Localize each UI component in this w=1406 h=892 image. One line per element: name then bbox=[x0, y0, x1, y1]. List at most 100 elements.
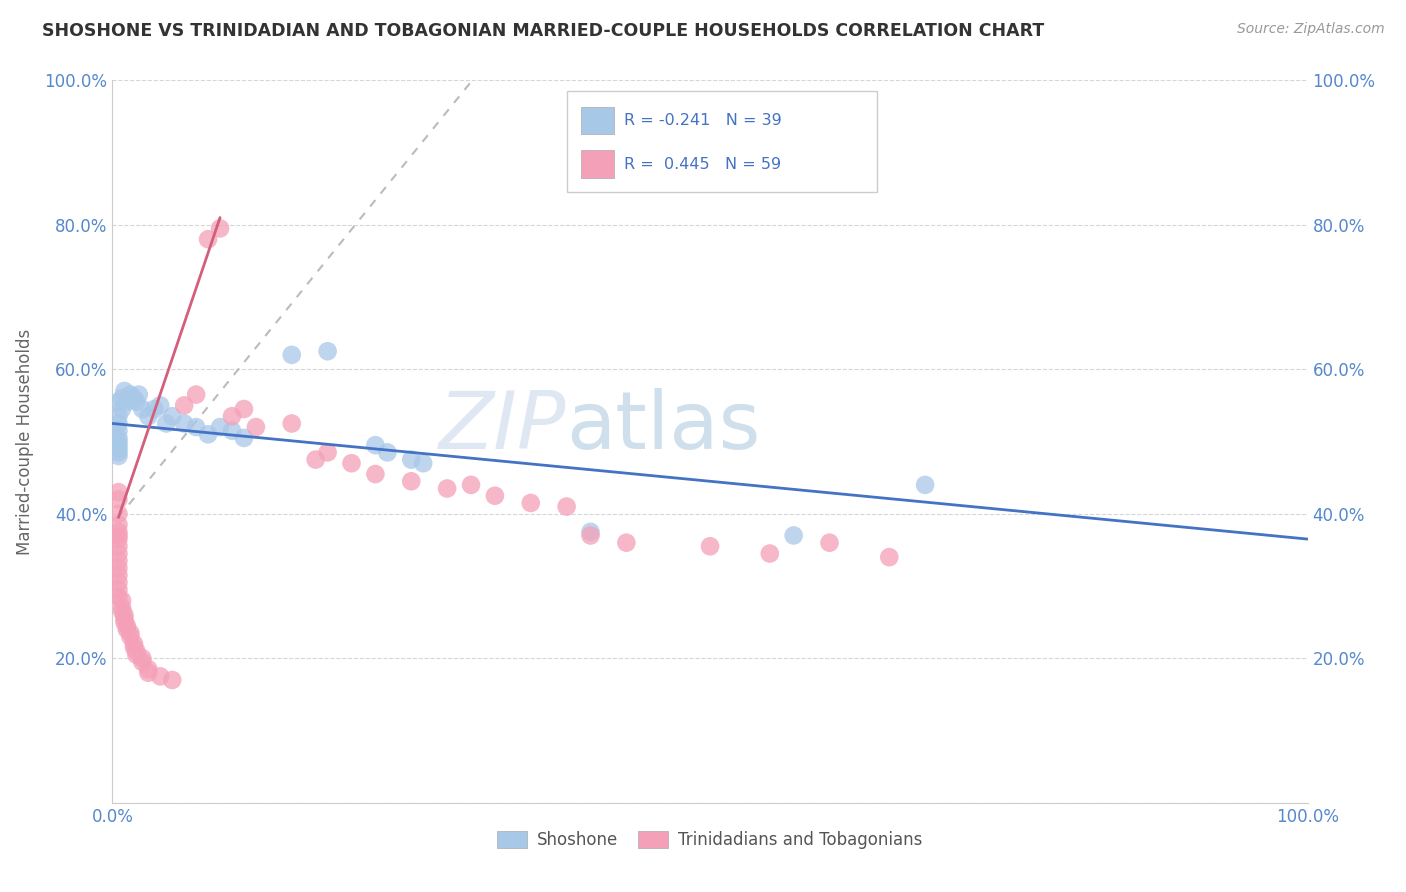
Point bbox=[155, 417, 177, 431]
Point bbox=[111, 600, 134, 615]
Text: Source: ZipAtlas.com: Source: ZipAtlas.com bbox=[1237, 22, 1385, 37]
Point bbox=[281, 348, 304, 362]
Point bbox=[197, 427, 219, 442]
Point bbox=[520, 496, 543, 510]
Point bbox=[120, 387, 142, 401]
FancyBboxPatch shape bbox=[567, 91, 877, 193]
Point bbox=[162, 673, 183, 687]
Point bbox=[114, 615, 135, 630]
Point bbox=[209, 420, 232, 434]
Point bbox=[107, 438, 129, 452]
Point bbox=[305, 452, 328, 467]
Point bbox=[111, 593, 134, 607]
Point bbox=[436, 482, 458, 496]
Point bbox=[131, 402, 153, 417]
Point bbox=[616, 535, 638, 549]
Point bbox=[107, 417, 129, 431]
Point bbox=[221, 424, 243, 438]
Point bbox=[107, 524, 129, 539]
Point bbox=[111, 604, 134, 618]
Point bbox=[143, 402, 166, 417]
Point bbox=[107, 547, 129, 561]
Point bbox=[128, 387, 150, 401]
Point bbox=[107, 492, 129, 507]
Point bbox=[122, 640, 145, 655]
Point bbox=[412, 456, 434, 470]
Text: ZIP: ZIP bbox=[439, 388, 567, 467]
Point bbox=[107, 532, 129, 546]
Point bbox=[173, 417, 195, 431]
Point bbox=[699, 539, 721, 553]
Text: R = -0.241   N = 39: R = -0.241 N = 39 bbox=[624, 113, 782, 128]
Point bbox=[107, 561, 129, 575]
Text: SHOSHONE VS TRINIDADIAN AND TOBAGONIAN MARRIED-COUPLE HOUSEHOLDS CORRELATION CHA: SHOSHONE VS TRINIDADIAN AND TOBAGONIAN M… bbox=[42, 22, 1045, 40]
Point bbox=[107, 442, 129, 456]
Point bbox=[114, 611, 135, 625]
Point bbox=[131, 655, 153, 669]
Point bbox=[364, 467, 387, 481]
Point bbox=[579, 528, 602, 542]
Point bbox=[245, 420, 267, 434]
Point bbox=[782, 528, 804, 542]
Legend: Shoshone, Trinidadians and Tobagonians: Shoshone, Trinidadians and Tobagonians bbox=[491, 824, 929, 856]
Point bbox=[107, 582, 129, 597]
Point bbox=[186, 387, 208, 401]
Point bbox=[149, 398, 172, 412]
Point bbox=[107, 445, 129, 459]
Point bbox=[120, 630, 142, 644]
Point bbox=[115, 619, 138, 633]
Point bbox=[107, 539, 129, 553]
Point bbox=[107, 409, 129, 424]
Point bbox=[460, 478, 482, 492]
Point bbox=[879, 550, 901, 565]
Point bbox=[107, 485, 129, 500]
Point bbox=[122, 391, 145, 405]
Point bbox=[107, 449, 129, 463]
Point bbox=[186, 420, 208, 434]
Text: atlas: atlas bbox=[567, 388, 761, 467]
Point bbox=[138, 662, 160, 676]
Point bbox=[316, 344, 339, 359]
FancyBboxPatch shape bbox=[581, 151, 614, 178]
Point bbox=[131, 651, 153, 665]
Point bbox=[197, 232, 219, 246]
Point bbox=[221, 409, 243, 424]
Point bbox=[377, 445, 399, 459]
Point bbox=[138, 665, 160, 680]
Point bbox=[759, 547, 782, 561]
Point bbox=[340, 456, 363, 470]
Point bbox=[115, 394, 138, 409]
Y-axis label: Married-couple Households: Married-couple Households bbox=[15, 328, 34, 555]
Point bbox=[149, 669, 172, 683]
Point bbox=[107, 431, 129, 445]
Point bbox=[484, 489, 506, 503]
Point bbox=[281, 417, 304, 431]
Point bbox=[125, 644, 148, 658]
Point bbox=[107, 434, 129, 449]
Point bbox=[107, 517, 129, 532]
Point bbox=[125, 394, 148, 409]
Point bbox=[579, 524, 602, 539]
FancyBboxPatch shape bbox=[581, 107, 614, 135]
Point bbox=[107, 394, 129, 409]
Point bbox=[107, 568, 129, 582]
Point bbox=[209, 221, 232, 235]
Point bbox=[401, 452, 423, 467]
Point bbox=[111, 391, 134, 405]
Point bbox=[107, 507, 129, 521]
Point bbox=[914, 478, 936, 492]
Point bbox=[125, 648, 148, 662]
Point bbox=[114, 384, 135, 398]
Point bbox=[401, 475, 423, 489]
Point bbox=[115, 623, 138, 637]
Point bbox=[107, 424, 129, 438]
Point bbox=[122, 637, 145, 651]
Text: R =  0.445   N = 59: R = 0.445 N = 59 bbox=[624, 157, 782, 171]
Point bbox=[138, 409, 160, 424]
Point bbox=[316, 445, 339, 459]
Point bbox=[107, 590, 129, 604]
Point bbox=[111, 402, 134, 417]
Point bbox=[233, 431, 256, 445]
Point bbox=[107, 528, 129, 542]
Point bbox=[120, 626, 142, 640]
